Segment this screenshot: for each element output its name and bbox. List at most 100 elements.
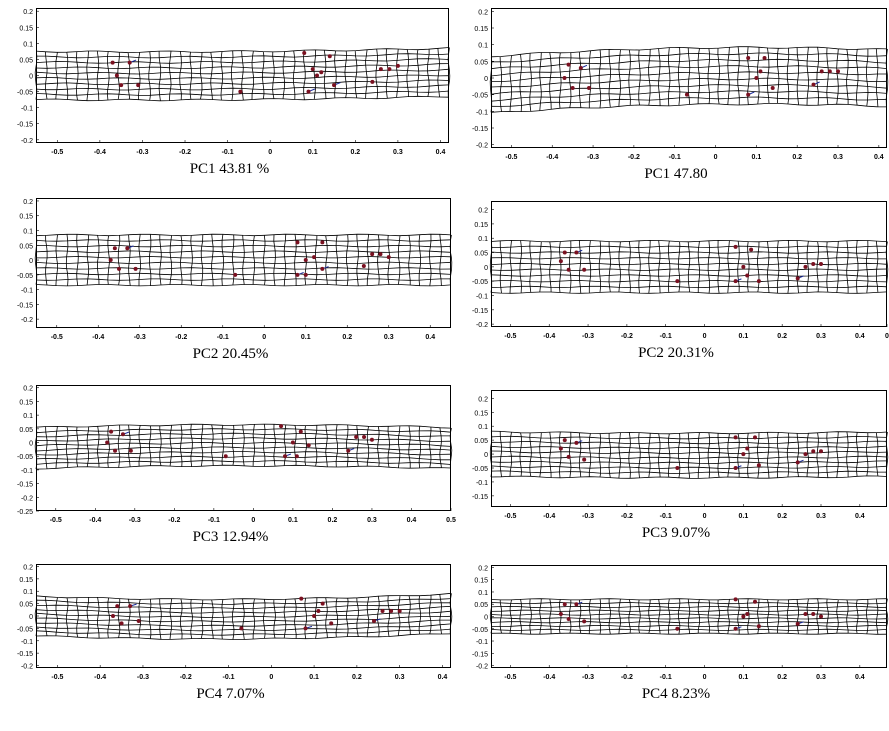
y-tick-label: 0.05 (19, 427, 33, 434)
grid-col-line (34, 595, 38, 637)
y-tick-label: 0 (29, 614, 33, 621)
grid-row-line (490, 465, 888, 469)
landmark-point (295, 240, 300, 245)
x-tick-label: -0.2 (180, 674, 192, 681)
landmark-point (105, 440, 110, 445)
grid-col-line (408, 595, 411, 635)
y-tick-label: 0.15 (474, 410, 488, 417)
grid-col-line (786, 240, 790, 294)
x-tick-label: -0.4 (543, 674, 555, 681)
grid-col-line (638, 240, 641, 294)
grid-col-line (667, 240, 671, 293)
y-tick-label: 0 (29, 441, 33, 448)
panel-pc1-left: 0.2 0.15 0.1 0.05 0 -0.05 -0.1 -0.15 -0.2 -0.5 -0.… (8, 6, 451, 181)
grid-col-line (608, 433, 611, 478)
landmark-point (389, 609, 394, 614)
x-tick-label: -0.4 (94, 674, 106, 681)
grid-col-line (283, 424, 287, 466)
x-tick-label: 0 (885, 333, 889, 340)
x-tick-label: -0.5 (504, 333, 516, 340)
landmark-point (125, 246, 130, 251)
grid-col-line (737, 241, 740, 293)
grid-col-line (638, 49, 641, 106)
grid-col-line (836, 48, 839, 105)
x-tick-label: 0.3 (833, 154, 843, 161)
grid-col-line (375, 48, 379, 99)
grid-col-line (356, 425, 359, 467)
grid-col-line (313, 49, 317, 100)
y-tick-label: -0.2 (21, 664, 33, 671)
grid-col-line (55, 52, 58, 100)
grid-col-line (34, 51, 38, 100)
grid-col-line (697, 241, 700, 293)
landmark-point (562, 250, 567, 255)
grid-col-line (325, 424, 328, 467)
x-tick-label: 0.4 (438, 674, 448, 681)
y-tick-label: 0.05 (19, 57, 33, 64)
grid-col-line (252, 598, 255, 640)
grid-col-line (737, 598, 740, 635)
grid-col-line (387, 426, 390, 468)
grid-col-line (648, 49, 651, 106)
grid-col-line (836, 599, 839, 634)
landmark-point (387, 67, 392, 72)
grid-col-line (86, 597, 90, 638)
grid-col-line (539, 598, 542, 635)
grid-col-line (618, 598, 621, 634)
y-tick-label: 0.05 (474, 602, 488, 609)
grid-col-line (776, 240, 780, 294)
grid-col-line (489, 241, 493, 293)
x-tick-label: 0.4 (855, 674, 865, 681)
x-tick-label: -0.5 (50, 517, 62, 524)
grid-col-line (875, 432, 879, 477)
x-tick-label: 0.2 (352, 674, 362, 681)
grid-col-line (658, 599, 661, 634)
x-tick-label: 0.3 (395, 674, 405, 681)
grid-col-line (737, 433, 740, 478)
landmark-point (233, 272, 238, 277)
landmark-point (582, 267, 587, 272)
grid-row-line (490, 257, 887, 260)
grid-col-line (866, 240, 869, 294)
landmark-point (369, 437, 374, 442)
grid-col-line (588, 50, 592, 109)
grid-col-line (97, 597, 100, 639)
x-tick-label: -0.2 (628, 154, 640, 161)
y-tick-label: -0.15 (17, 302, 33, 309)
grid-col-line (387, 595, 391, 637)
grid-col-line (283, 234, 287, 286)
grid-col-line (568, 52, 572, 108)
grid-col-line (252, 235, 255, 285)
plot-frame: 0.2 0.15 0.1 0.05 0 -0.05 -0.1 -0.15 -0.2 -0.5 -0.… (17, 8, 451, 156)
grid-col-line (786, 432, 790, 478)
grid-col-line (65, 597, 69, 637)
landmark-point (733, 597, 738, 602)
x-tick-label: 0.4 (407, 517, 417, 524)
grid-col-line (294, 425, 297, 466)
grid-col-line (727, 433, 730, 478)
grid-row-line (35, 47, 450, 54)
tps-grid-plot: 0.2 0.15 0.1 0.05 0 -0.05 -0.1 -0.15 -0.2 -0.5 -0.… (472, 9, 889, 161)
landmark-point (306, 443, 311, 448)
grid-col-line (231, 234, 235, 286)
grid-col-line (345, 234, 349, 286)
landmark-point (827, 69, 832, 74)
grid-col-line (677, 241, 681, 293)
landmark-point (113, 448, 118, 453)
y-tick-label: 0.1 (23, 229, 33, 236)
grid-col-line (76, 234, 79, 286)
landmark-point (566, 616, 571, 621)
grid-col-line (406, 49, 409, 97)
grid-col-line (345, 598, 349, 637)
grid-col-line (796, 47, 800, 105)
grid-col-line (578, 599, 582, 634)
landmark-point (566, 267, 571, 272)
grid-col-line (677, 47, 681, 106)
landmark-point (582, 619, 587, 624)
grid-col-line (667, 433, 671, 478)
grid-col-line (377, 596, 380, 637)
grid-row-line (36, 256, 452, 259)
deformation-grid (34, 233, 453, 287)
x-tick-label: 0.3 (384, 334, 394, 341)
grid-col-line (667, 47, 671, 106)
